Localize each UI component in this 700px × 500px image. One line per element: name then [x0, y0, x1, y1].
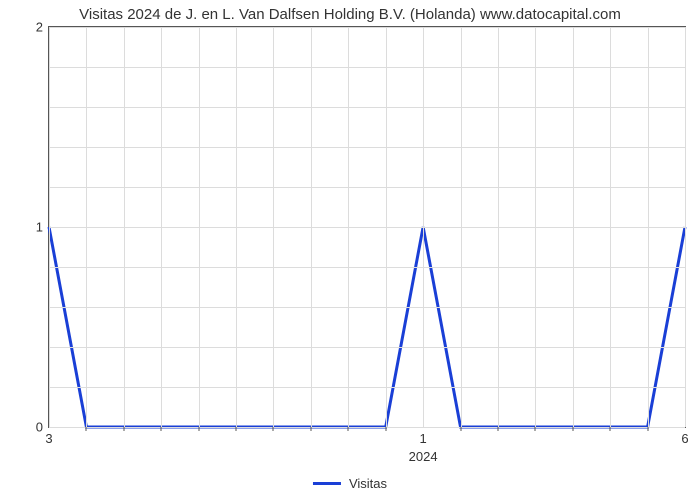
grid-line-h: [49, 427, 685, 428]
x-axis-label: 2024: [409, 449, 438, 464]
x-minor-tick: [310, 427, 311, 431]
grid-line-v: [610, 27, 611, 427]
x-minor-tick: [610, 427, 611, 431]
grid-line-v: [461, 27, 462, 427]
grid-line-v: [498, 27, 499, 427]
x-minor-tick: [647, 427, 648, 431]
x-minor-tick: [198, 427, 199, 431]
grid-line-v: [311, 27, 312, 427]
x-minor-tick: [348, 427, 349, 431]
y-tick-label: 1: [36, 220, 43, 235]
grid-line-h: [49, 227, 685, 228]
plot-area: 0123162024: [48, 26, 686, 428]
x-tick-label: 3: [45, 431, 52, 446]
grid-line-h: [49, 27, 685, 28]
chart-container: Visitas 2024 de J. en L. Van Dalfsen Hol…: [0, 0, 700, 500]
x-minor-tick: [385, 427, 386, 431]
grid-line-v: [236, 27, 237, 427]
x-minor-tick: [236, 427, 237, 431]
grid-line-h-minor: [49, 387, 685, 388]
y-tick-label: 0: [36, 420, 43, 435]
grid-line-v: [386, 27, 387, 427]
grid-line-h-minor: [49, 67, 685, 68]
grid-line-h-minor: [49, 147, 685, 148]
legend-label: Visitas: [349, 476, 387, 491]
grid-line-h-minor: [49, 107, 685, 108]
grid-line-v: [86, 27, 87, 427]
grid-line-v: [199, 27, 200, 427]
x-minor-tick: [123, 427, 124, 431]
grid-line-h-minor: [49, 267, 685, 268]
grid-line-v: [685, 27, 686, 427]
grid-line-v: [423, 27, 424, 427]
grid-line-h-minor: [49, 187, 685, 188]
grid-line-v: [573, 27, 574, 427]
x-minor-tick: [86, 427, 87, 431]
grid-line-v: [161, 27, 162, 427]
legend-swatch: [313, 482, 341, 485]
x-tick-label: 1: [419, 431, 426, 446]
grid-line-v: [124, 27, 125, 427]
grid-line-h-minor: [49, 347, 685, 348]
x-minor-tick: [161, 427, 162, 431]
grid-line-v: [348, 27, 349, 427]
x-minor-tick: [535, 427, 536, 431]
legend: Visitas: [313, 476, 387, 491]
grid-line-v: [49, 27, 50, 427]
grid-line-v: [535, 27, 536, 427]
chart-title: Visitas 2024 de J. en L. Van Dalfsen Hol…: [0, 6, 700, 23]
x-minor-tick: [497, 427, 498, 431]
grid-line-v: [273, 27, 274, 427]
grid-line-h-minor: [49, 307, 685, 308]
x-minor-tick: [273, 427, 274, 431]
grid-line-v: [648, 27, 649, 427]
x-minor-tick: [572, 427, 573, 431]
x-tick-label: 6: [681, 431, 688, 446]
y-tick-label: 2: [36, 20, 43, 35]
x-minor-tick: [460, 427, 461, 431]
